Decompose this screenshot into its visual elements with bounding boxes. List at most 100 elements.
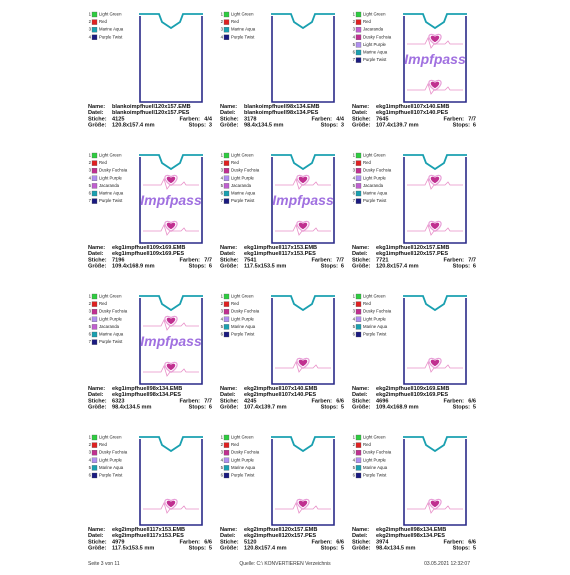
thread-name: Light Green: [99, 294, 122, 299]
stitch-count: 5120: [244, 539, 256, 545]
thread-swatch: [91, 457, 98, 463]
collar: [271, 13, 335, 30]
thread-number: 2: [353, 442, 356, 447]
heart-outline: [296, 220, 310, 233]
design-size-label: Größe:: [88, 123, 106, 129]
thread-number: 3: [353, 309, 356, 314]
file-name: ekg2impfhuell117x153.PES: [112, 533, 184, 539]
thread-number: 6: [221, 191, 224, 196]
thread-name: Light Green: [99, 153, 122, 158]
stop-count: 3: [209, 123, 212, 129]
thread-swatch: [355, 27, 362, 33]
thread-name: Light Purple: [363, 175, 387, 180]
thread-number: 4: [221, 175, 224, 180]
thread-name: Red: [363, 442, 371, 447]
color-count: 6/6: [468, 539, 476, 545]
design-name-label: Name:: [220, 386, 237, 392]
thread-name: Light Purple: [99, 175, 123, 180]
thread-number: 2: [89, 160, 92, 165]
thread-number: 1: [89, 12, 92, 17]
design-name-label: Name:: [88, 104, 105, 110]
heart: [430, 500, 440, 508]
thread-name: Purple Twist: [363, 332, 387, 337]
thread-number: 4: [353, 175, 356, 180]
thread-number: 3: [221, 168, 224, 173]
thread-swatch: [355, 324, 362, 330]
thread-name: Purple Twist: [363, 473, 387, 478]
thread-name: Marine Aqua: [363, 324, 388, 329]
design-cell: 1 Light Green 2 Red 3 Dusky Fuchsia 4 Light Pur…: [88, 153, 212, 270]
thread-number: 6: [353, 473, 356, 478]
heart: [298, 500, 308, 508]
thread-number: 4: [221, 34, 224, 39]
design-text: Impfpass: [404, 51, 466, 67]
thread-swatch: [91, 160, 98, 166]
design-size: 107.4x139.7 mm: [376, 123, 419, 129]
heart-outline: [164, 498, 178, 511]
heart-outline: [296, 498, 310, 511]
thread-swatch: [223, 175, 230, 181]
heart: [430, 81, 440, 89]
thread-swatch: [355, 301, 362, 307]
thread-swatch: [223, 198, 230, 204]
thread-swatch: [91, 175, 98, 181]
thread-name: Light Green: [231, 294, 254, 299]
thread-swatch: [355, 316, 362, 322]
thread-name: Purple Twist: [231, 198, 255, 203]
heart: [430, 176, 440, 184]
thread-swatch: [355, 57, 362, 63]
thread-name: Marine Aqua: [231, 324, 256, 329]
stops-label: Stops:: [189, 546, 207, 552]
ekg-line: [143, 501, 199, 514]
thread-number: 3: [89, 309, 92, 314]
design-cell: 1 Light Green 2 Red 3 Marine Aqua 4 Purple Twis…: [88, 12, 213, 129]
thread-name: Red: [231, 19, 239, 24]
design-size: 98.4x134.5 mm: [244, 123, 284, 129]
thread-name: Jacaranda: [99, 324, 120, 329]
design-name: ekg1impfhuell120x157.EMB: [376, 245, 449, 251]
color-count: 6/6: [468, 398, 476, 404]
design-size-label: Größe:: [88, 546, 106, 552]
thread-name: Marine Aqua: [99, 332, 124, 337]
design-name: ekg2impfhuell117x153.EMB: [112, 527, 185, 533]
thread-swatch: [355, 434, 362, 441]
heart: [166, 176, 176, 184]
thread-number: 3: [353, 168, 356, 173]
thread-name: Dusky Fuchsia: [363, 450, 392, 455]
thread-swatch: [355, 450, 362, 456]
thread-swatch: [223, 309, 230, 315]
thread-number: 1: [221, 435, 224, 440]
stitch-count-label: Stiche:: [352, 539, 371, 545]
color-count: 4/4: [204, 116, 213, 122]
thread-name: Purple Twist: [231, 34, 255, 39]
design-name-label: Name:: [352, 527, 369, 533]
thread-name: Light Purple: [99, 457, 123, 462]
ekg-line: [407, 501, 463, 514]
color-count: 7/7: [468, 116, 476, 122]
stitch-count: 7541: [244, 257, 256, 263]
file-name-label: Datei:: [88, 392, 104, 398]
design-cell: 1 Light Green 2 Red 3 Dusky Fuchsia 4 Light Pur…: [352, 294, 476, 411]
design-outline: [271, 439, 335, 526]
thread-number: 6: [221, 332, 224, 337]
file-name-label: Datei:: [88, 251, 104, 257]
design-outline: [271, 157, 335, 244]
thread-name: Red: [99, 19, 107, 24]
ekg-line: [407, 36, 463, 49]
thread-number: 1: [89, 435, 92, 440]
file-name: blankoimpfhuell98x134.PES: [244, 110, 319, 116]
design-size-label: Größe:: [88, 405, 106, 411]
thread-name: Light Green: [231, 435, 254, 440]
file-name-label: Datei:: [352, 533, 368, 539]
design-size-label: Größe:: [352, 546, 370, 552]
thread-number: 2: [89, 301, 92, 306]
thread-name: Red: [99, 442, 107, 447]
design-size: 117.5x153.5 mm: [112, 546, 154, 552]
thread-number: 1: [221, 153, 224, 158]
design-cell: 1 Light Green 2 Red 3 Dusky Fuchsia 4 Light Pur…: [88, 435, 212, 552]
thread-swatch: [223, 160, 230, 166]
design-size-label: Größe:: [352, 264, 370, 270]
file-name-label: Datei:: [220, 251, 236, 257]
thread-swatch: [91, 309, 98, 315]
